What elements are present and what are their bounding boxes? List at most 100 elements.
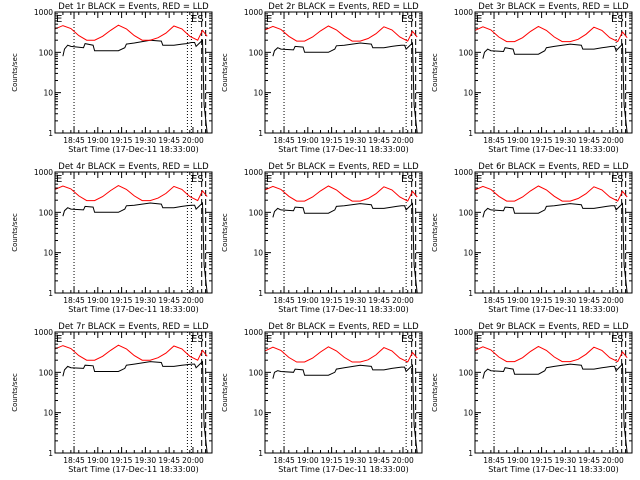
panel-title: Det 8r BLACK = Events, RED = LLD	[268, 322, 419, 332]
panel-title: Det 4r BLACK = Events, RED = LLD	[58, 162, 209, 172]
x-tick-label: 18:45	[273, 296, 295, 305]
y-tick-label: 1000	[244, 8, 263, 17]
y-tick-label: 100	[459, 208, 474, 217]
x-tick-label: 19:00	[507, 136, 529, 145]
y-tick-label: 100	[249, 48, 264, 57]
x-axis-label: Start Time (17-Dec-11 18:33:00)	[488, 305, 619, 314]
x-tick-label: 20:00	[602, 136, 624, 145]
y-tick-label: 10	[253, 89, 263, 98]
plot-frame	[264, 171, 423, 294]
series-events-line	[272, 202, 418, 294]
x-tick-label: 19:15	[321, 136, 343, 145]
x-tick-label: 19:30	[135, 136, 157, 145]
marker-e-label: E	[56, 14, 62, 25]
x-axis-label: Start Time (17-Dec-11 18:33:00)	[278, 465, 409, 474]
series-events-line	[482, 362, 628, 454]
series-lld-line	[54, 185, 208, 202]
marker-es-label: ES	[611, 334, 624, 345]
marker-es-label: ES	[611, 174, 624, 185]
x-tick-label: 19:00	[507, 296, 529, 305]
x-tick-label: 19:15	[531, 296, 553, 305]
x-tick-label: 20:00	[392, 136, 414, 145]
marker-e-label: E	[476, 14, 482, 25]
y-tick-label: 1000	[454, 8, 473, 17]
x-tick-label: 18:45	[483, 296, 505, 305]
x-tick-label: 19:15	[111, 456, 133, 465]
y-tick-label: 100	[39, 48, 54, 57]
marker-es-label: ES	[191, 174, 204, 185]
x-tick-label: 19:00	[507, 456, 529, 465]
panel-title: Det 1r BLACK = Events, RED = LLD	[58, 2, 209, 12]
y-axis-label: Counts/sec	[221, 53, 229, 92]
y-tick-label: 1000	[34, 8, 53, 17]
plot-frame	[474, 11, 633, 134]
detector-panel-1: Det 1r BLACK = Events, RED = LLD 1 10 100 10…	[11, 2, 213, 154]
series-events-line	[272, 41, 418, 134]
plot-frame	[54, 331, 213, 454]
y-tick-label: 100	[249, 208, 264, 217]
marker-es-label: ES	[401, 14, 414, 25]
y-tick-label: 10	[43, 249, 53, 258]
x-tick-label: 20:00	[182, 456, 204, 465]
marker-es-label: ES	[611, 14, 624, 25]
y-tick-label: 1	[48, 289, 53, 298]
x-axis-label: Start Time (17-Dec-11 18:33:00)	[278, 305, 409, 314]
y-tick-label: 1	[258, 289, 263, 298]
y-tick-label: 10	[463, 249, 473, 258]
panel-title: Det 6r BLACK = Events, RED = LLD	[478, 162, 629, 172]
detector-panel-6: Det 6r BLACK = Events, RED = LLD 1 10 100 10…	[431, 162, 633, 314]
x-axis-label: Start Time (17-Dec-11 18:33:00)	[68, 145, 199, 154]
y-axis-label: Counts/sec	[431, 213, 439, 252]
y-tick-label: 1	[48, 449, 53, 458]
series-events-line	[62, 39, 208, 134]
y-tick-label: 1000	[244, 328, 263, 337]
y-tick-label: 1000	[34, 168, 53, 177]
x-tick-label: 19:45	[578, 456, 600, 465]
y-axis-label: Counts/sec	[11, 53, 19, 92]
x-tick-label: 19:00	[297, 456, 319, 465]
y-tick-label: 1	[48, 129, 53, 138]
x-tick-label: 19:15	[531, 136, 553, 145]
marker-e-label: E	[266, 14, 272, 25]
x-axis-label: Start Time (17-Dec-11 18:33:00)	[278, 145, 409, 154]
x-tick-label: 19:45	[368, 296, 390, 305]
panel-title: Det 2r BLACK = Events, RED = LLD	[268, 2, 419, 12]
x-tick-label: 19:45	[158, 456, 180, 465]
marker-e-label: E	[56, 334, 62, 345]
detector-panel-2: Det 2r BLACK = Events, RED = LLD 1 10 100 10…	[221, 2, 423, 154]
x-tick-label: 19:45	[158, 136, 180, 145]
y-tick-label: 10	[253, 249, 263, 258]
x-tick-label: 19:30	[555, 136, 577, 145]
y-tick-label: 100	[459, 48, 474, 57]
x-tick-label: 19:30	[555, 456, 577, 465]
y-tick-label: 1	[258, 449, 263, 458]
series-lld-line	[474, 185, 628, 202]
x-axis-label: Start Time (17-Dec-11 18:33:00)	[488, 145, 619, 154]
y-tick-label: 1000	[244, 168, 263, 177]
y-axis-label: Counts/sec	[221, 213, 229, 252]
x-tick-label: 20:00	[392, 456, 414, 465]
x-tick-label: 19:00	[297, 136, 319, 145]
y-tick-label: 10	[43, 409, 53, 418]
x-tick-label: 18:45	[273, 456, 295, 465]
y-axis-label: Counts/sec	[221, 373, 229, 412]
series-events-line	[482, 202, 628, 294]
y-tick-label: 1000	[454, 168, 473, 177]
marker-es-label: ES	[191, 14, 204, 25]
series-lld-line	[54, 24, 208, 41]
panel-title: Det 9r BLACK = Events, RED = LLD	[478, 322, 629, 332]
y-tick-label: 1	[468, 129, 473, 138]
plot-frame	[54, 171, 213, 294]
detector-panel-8: Det 8r BLACK = Events, RED = LLD 1 10 100 10…	[221, 322, 423, 474]
y-tick-label: 1	[468, 449, 473, 458]
series-lld-line	[264, 346, 418, 363]
y-tick-label: 100	[459, 368, 474, 377]
series-lld-line	[54, 344, 208, 361]
x-tick-label: 19:30	[135, 296, 157, 305]
x-tick-label: 20:00	[182, 136, 204, 145]
x-tick-label: 19:45	[578, 136, 600, 145]
x-tick-label: 20:00	[392, 296, 414, 305]
series-events-line	[272, 364, 418, 454]
x-tick-label: 19:15	[111, 296, 133, 305]
